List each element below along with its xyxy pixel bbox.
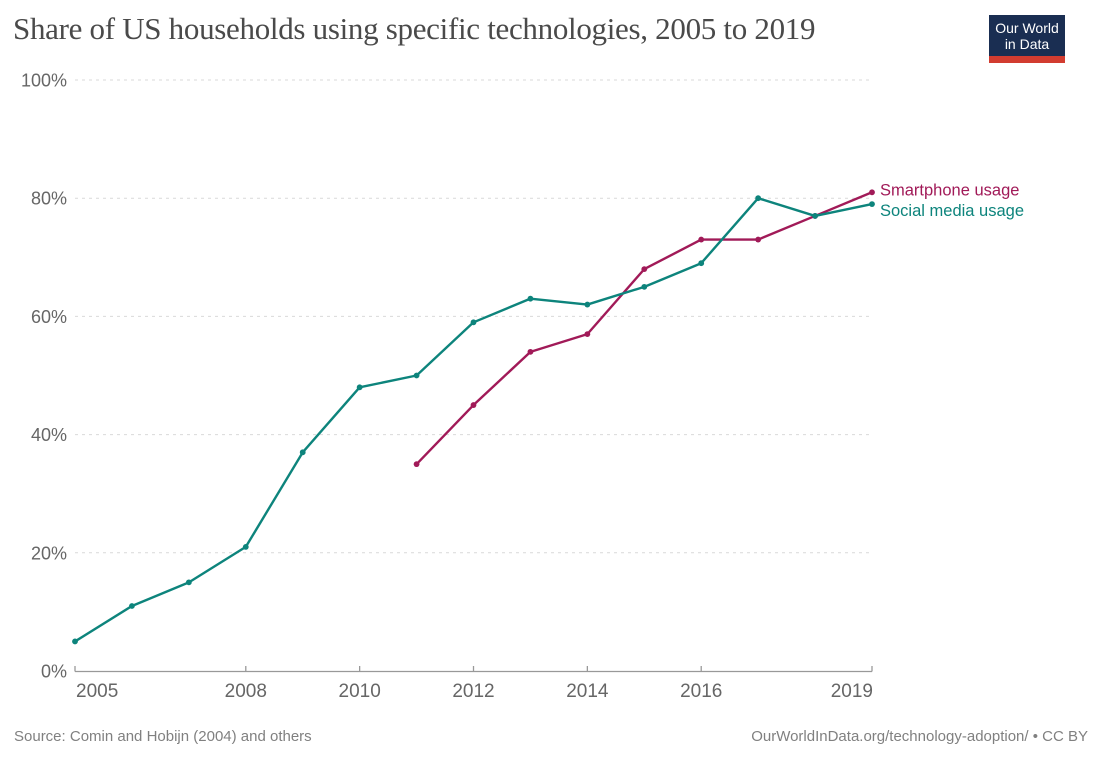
series-label-social-media-usage[interactable]: Social media usage: [880, 202, 1024, 220]
owid-logo[interactable]: Our World in Data: [989, 15, 1065, 63]
data-point-social-media-usage-2010[interactable]: [356, 384, 363, 391]
footer-attribution[interactable]: OurWorldInData.org/technology-adoption/ …: [751, 728, 1088, 745]
chart-title: Share of US households using specific te…: [13, 11, 816, 46]
footer-source: Source: Comin and Hobijn (2004) and othe…: [14, 728, 312, 745]
data-point-smartphone-usage-2013[interactable]: [527, 348, 534, 355]
data-point-social-media-usage-2019[interactable]: [869, 201, 875, 208]
owid-logo-red-bar: [989, 56, 1065, 63]
series-line-smartphone-usage[interactable]: [415, 191, 874, 466]
owid-logo-text: Our World in Data: [989, 15, 1065, 56]
data-point-social-media-usage-2017[interactable]: [755, 195, 762, 202]
series-label-smartphone-usage[interactable]: Smartphone usage: [880, 181, 1019, 199]
x-tick-label-2016: 2016: [680, 681, 722, 702]
y-tick-label-40: 40%: [31, 425, 67, 445]
data-point-social-media-usage-2015[interactable]: [641, 283, 648, 290]
series-line-social-media-usage[interactable]: [73, 196, 874, 643]
data-point-social-media-usage-2013[interactable]: [527, 295, 534, 302]
data-point-social-media-usage-2005[interactable]: [72, 638, 78, 645]
line-chart-plot-area[interactable]: 0% 20% 40% 60% 80% 100% 2005 2008 2010 2012 2014 20…: [0, 0, 1102, 720]
x-tick-label-2014: 2014: [566, 681, 609, 702]
data-point-smartphone-usage-2019[interactable]: [869, 189, 875, 196]
data-point-smartphone-usage-2014[interactable]: [584, 331, 591, 338]
data-point-smartphone-usage-2017[interactable]: [755, 236, 762, 243]
x-tick-label-2005: 2005: [76, 681, 118, 702]
y-tick-label-80: 80%: [31, 189, 67, 209]
data-point-smartphone-usage-2012[interactable]: [470, 402, 477, 408]
data-point-social-media-usage-2009[interactable]: [299, 449, 306, 456]
x-tick-label-2010: 2010: [339, 681, 381, 702]
y-tick-label-0: 0%: [41, 662, 67, 682]
x-tick-label-2012: 2012: [452, 681, 494, 702]
x-tick-label-2019: 2019: [831, 681, 873, 702]
data-point-smartphone-usage-2011[interactable]: [413, 461, 420, 468]
data-point-smartphone-usage-2015[interactable]: [641, 266, 648, 273]
data-point-social-media-usage-2008[interactable]: [242, 543, 249, 550]
data-point-social-media-usage-2018[interactable]: [812, 213, 818, 219]
data-point-smartphone-usage-2016[interactable]: [698, 236, 705, 243]
y-tick-label-100: 100%: [21, 71, 67, 91]
data-point-social-media-usage-2016[interactable]: [698, 260, 705, 267]
owid-logo-line1: Our World: [995, 19, 1059, 36]
y-tick-label-20: 20%: [31, 543, 67, 563]
owid-logo-line2: in Data: [1004, 35, 1050, 52]
data-point-social-media-usage-2011[interactable]: [413, 372, 420, 379]
data-point-social-media-usage-2012[interactable]: [470, 319, 477, 326]
data-point-social-media-usage-2006[interactable]: [129, 603, 135, 609]
data-point-social-media-usage-2014[interactable]: [584, 301, 591, 308]
chart-footer: Source: Comin and Hobijn (2004) and othe…: [0, 728, 1102, 745]
x-tick-label-2008: 2008: [225, 681, 267, 702]
y-tick-label-60: 60%: [31, 307, 67, 327]
data-point-social-media-usage-2007[interactable]: [185, 579, 192, 586]
